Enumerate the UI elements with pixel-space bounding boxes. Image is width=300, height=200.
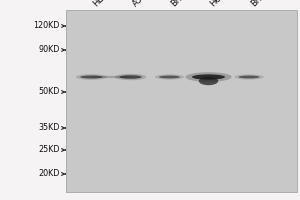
Text: 25KD: 25KD — [38, 146, 60, 154]
Text: 50KD: 50KD — [39, 88, 60, 97]
Ellipse shape — [80, 75, 103, 79]
Ellipse shape — [159, 76, 180, 78]
Ellipse shape — [185, 72, 232, 82]
Ellipse shape — [115, 74, 146, 80]
Ellipse shape — [234, 74, 264, 80]
Text: A549: A549 — [130, 0, 152, 8]
Text: HEK293: HEK293 — [92, 0, 121, 8]
Text: 90KD: 90KD — [39, 46, 60, 54]
Ellipse shape — [238, 76, 260, 78]
Ellipse shape — [199, 77, 218, 85]
Ellipse shape — [119, 75, 142, 79]
Ellipse shape — [155, 74, 184, 80]
Ellipse shape — [92, 76, 130, 78]
Text: Brain: Brain — [169, 0, 192, 8]
Text: 35KD: 35KD — [39, 123, 60, 132]
Text: Heart: Heart — [208, 0, 232, 8]
FancyBboxPatch shape — [66, 10, 297, 192]
Ellipse shape — [76, 74, 107, 80]
Text: 120KD: 120KD — [34, 21, 60, 30]
Ellipse shape — [192, 74, 225, 80]
Text: Brain: Brain — [249, 0, 271, 8]
Text: 20KD: 20KD — [39, 170, 60, 178]
